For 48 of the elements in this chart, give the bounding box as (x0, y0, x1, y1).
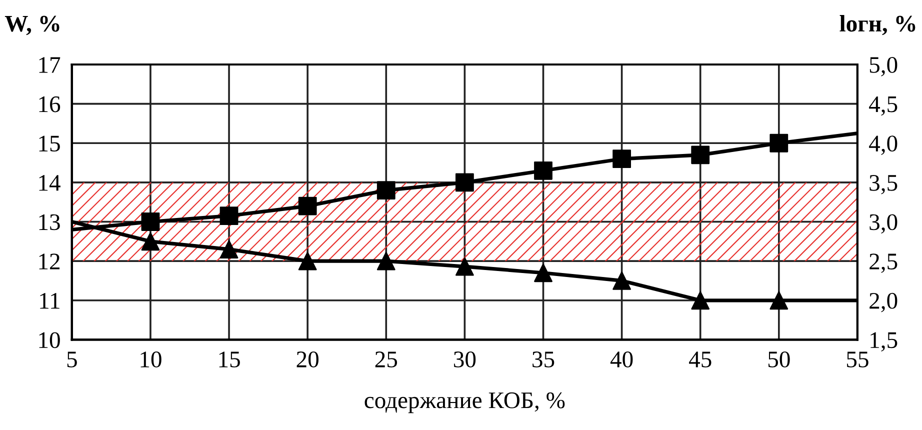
x-tick-label: 50 (768, 351, 790, 368)
y-tick-label: 10 (39, 332, 60, 348)
point (141, 232, 160, 251)
point (141, 212, 160, 231)
point (455, 257, 474, 276)
point (770, 134, 788, 152)
point (298, 196, 317, 216)
y2-tick-label: 1,5 (870, 332, 898, 352)
y2-tick-label: 3,0 (870, 214, 898, 234)
y2-tick-label: 4,5 (869, 96, 898, 116)
point (220, 206, 238, 226)
x-tick-label: 25 (375, 352, 398, 368)
x-tick-label: 40 (610, 351, 633, 368)
point (220, 240, 238, 258)
y2-axis-title: lогн, % (840, 15, 916, 36)
y2-tick-label: 2,5 (870, 254, 898, 273)
y-tick-label: 16 (39, 96, 60, 112)
point (534, 161, 552, 180)
y2-tick-label: 3,5 (870, 175, 898, 194)
y-tick-label: 17 (39, 57, 60, 73)
y-tick-label: 11 (40, 292, 60, 309)
point (691, 291, 710, 310)
point (612, 272, 631, 290)
point (534, 264, 552, 282)
x-tick-label: 55 (847, 352, 868, 368)
x-tick-label: 45 (689, 352, 712, 368)
y2-tick-label: 4,0 (869, 136, 898, 155)
point (455, 173, 474, 192)
y-tick-label: 14 (39, 175, 60, 191)
y-tick-label: 13 (39, 214, 60, 230)
point (770, 291, 788, 310)
point (691, 146, 710, 164)
point (612, 150, 631, 168)
x-tick-label: 10 (140, 351, 162, 368)
y-tick-label: 12 (39, 254, 60, 270)
y-tick-label: 15 (39, 136, 60, 152)
point (376, 252, 396, 270)
x-axis-title: содержание КОБ, % (364, 392, 565, 414)
y2-tick-label: 5,0 (870, 56, 898, 76)
x-tick-label: 20 (296, 351, 318, 368)
point (298, 252, 317, 270)
x-tick-label: 30 (454, 351, 476, 368)
x-tick-label: 35 (532, 352, 554, 368)
y-axis-title: W, % (4, 16, 60, 36)
y2-tick-label: 2,0 (870, 292, 898, 312)
point (376, 181, 396, 200)
x-tick-label: 15 (219, 352, 240, 368)
x-tick-label: 5 (67, 352, 77, 368)
